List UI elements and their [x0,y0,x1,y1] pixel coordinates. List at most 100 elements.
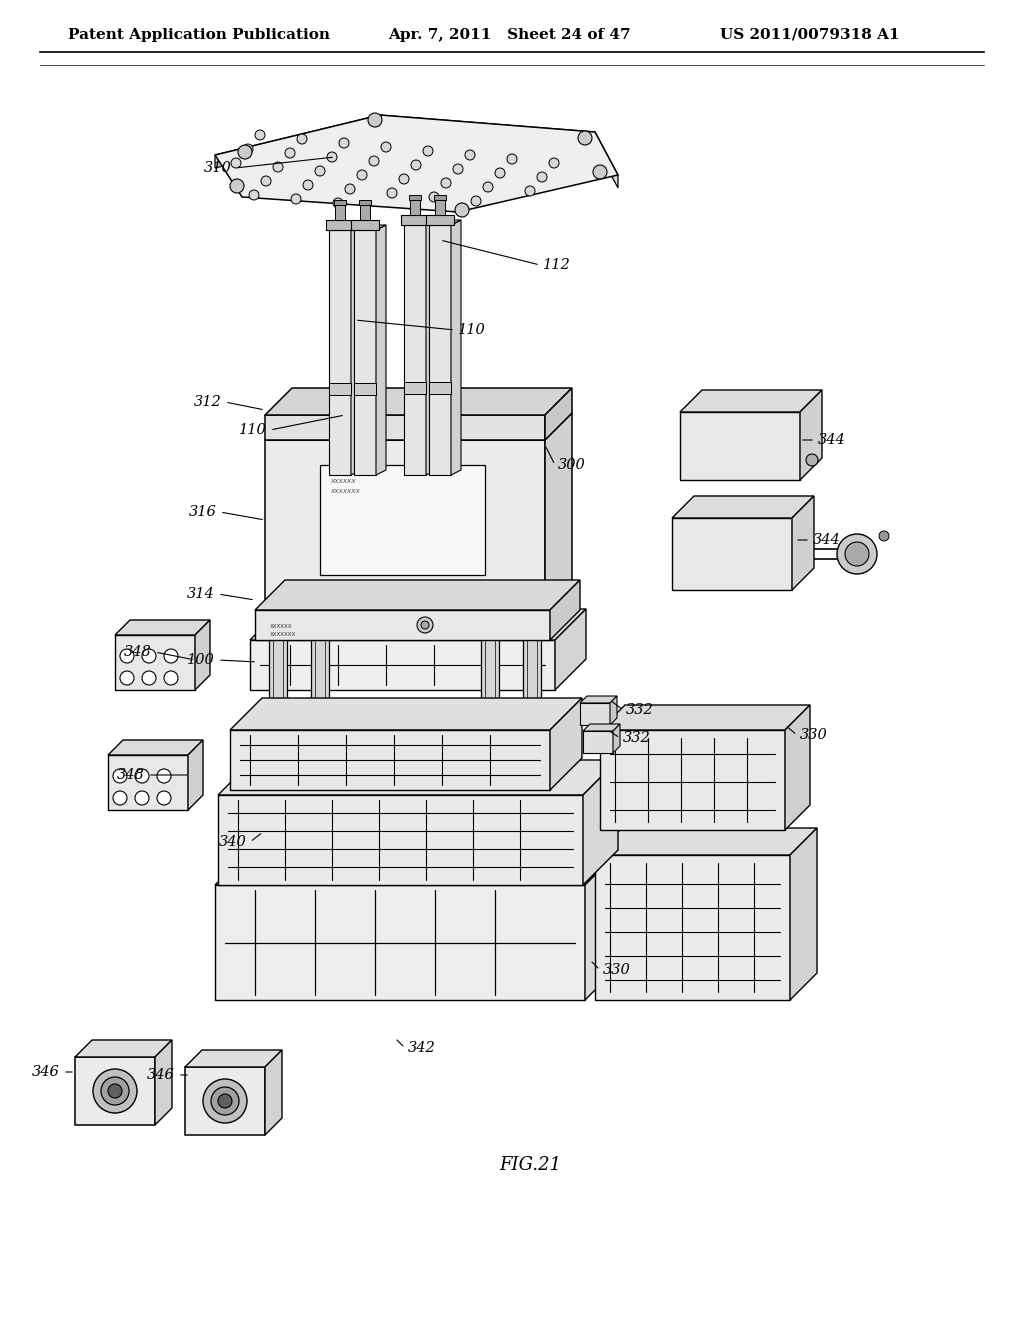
Bar [435,201,445,215]
Polygon shape [265,413,572,440]
Circle shape [465,150,475,160]
Polygon shape [426,220,436,475]
Bar [354,383,376,395]
Polygon shape [580,696,617,704]
Circle shape [429,191,439,202]
Circle shape [879,531,889,541]
Text: Apr. 7, 2011   Sheet 24 of 47: Apr. 7, 2011 Sheet 24 of 47 [388,28,631,42]
Polygon shape [215,115,618,213]
Circle shape [421,620,429,630]
Polygon shape [218,760,618,795]
Text: 310: 310 [204,161,232,176]
Bar [429,381,451,393]
Circle shape [411,160,421,170]
Bar [434,195,446,201]
Bar [329,383,351,395]
Polygon shape [376,224,386,475]
Circle shape [231,158,241,168]
Circle shape [423,147,433,156]
Text: 332: 332 [623,731,650,744]
Polygon shape [600,705,810,730]
Polygon shape [351,224,361,475]
Circle shape [537,172,547,182]
Circle shape [261,176,271,186]
Bar [326,220,354,230]
Circle shape [273,162,283,172]
Polygon shape [188,741,203,810]
Polygon shape [354,224,386,230]
Circle shape [230,180,244,193]
Polygon shape [250,640,555,690]
Polygon shape [672,517,792,590]
Polygon shape [792,496,814,590]
Polygon shape [218,795,583,884]
Polygon shape [550,579,580,640]
Polygon shape [265,440,545,610]
Circle shape [357,170,367,180]
Circle shape [845,543,869,566]
Circle shape [381,143,391,152]
Polygon shape [800,389,822,480]
Polygon shape [250,609,586,640]
Text: 348: 348 [118,768,145,781]
Polygon shape [550,698,582,789]
Bar [359,201,371,205]
Polygon shape [265,388,572,414]
Bar [523,635,541,780]
Circle shape [238,145,252,158]
Text: 340: 340 [219,836,247,849]
Polygon shape [404,220,436,224]
Text: 314: 314 [187,587,215,601]
Polygon shape [195,620,210,690]
Polygon shape [75,1057,155,1125]
Polygon shape [185,1067,265,1135]
Bar [269,635,287,780]
Text: XXXXXXX: XXXXXXX [330,488,359,494]
Text: 348: 348 [124,645,152,659]
Circle shape [327,152,337,162]
Circle shape [164,671,178,685]
Bar [335,205,345,220]
Circle shape [218,1094,232,1107]
Circle shape [387,187,397,198]
Polygon shape [545,388,572,440]
Polygon shape [255,579,580,610]
Circle shape [339,139,349,148]
Polygon shape [545,413,572,610]
Text: 100: 100 [187,653,215,667]
Text: US 2011/0079318 A1: US 2011/0079318 A1 [720,28,900,42]
Polygon shape [595,828,817,855]
Text: 344: 344 [813,533,841,546]
Bar [334,201,346,205]
Circle shape [303,180,313,190]
Polygon shape [580,704,610,725]
Polygon shape [595,855,790,1001]
Polygon shape [115,620,210,635]
Circle shape [455,203,469,216]
Bar [311,635,329,780]
Circle shape [837,535,877,574]
Text: 330: 330 [603,964,631,977]
Circle shape [369,156,379,166]
Bar [404,381,426,393]
Circle shape [297,135,307,144]
Polygon shape [680,412,800,480]
Bar [426,215,454,224]
Bar [360,205,370,220]
Circle shape [113,791,127,805]
Circle shape [285,148,295,158]
Circle shape [135,791,150,805]
Polygon shape [230,698,582,730]
Polygon shape [75,1040,172,1057]
Circle shape [495,168,505,178]
Polygon shape [185,1049,282,1067]
Circle shape [249,190,259,201]
Polygon shape [555,609,586,690]
Text: 344: 344 [818,433,846,447]
Text: 110: 110 [458,323,485,337]
Circle shape [368,114,382,127]
Circle shape [578,131,592,145]
Polygon shape [429,224,451,475]
Text: 330: 330 [800,729,827,742]
Bar [351,220,379,230]
